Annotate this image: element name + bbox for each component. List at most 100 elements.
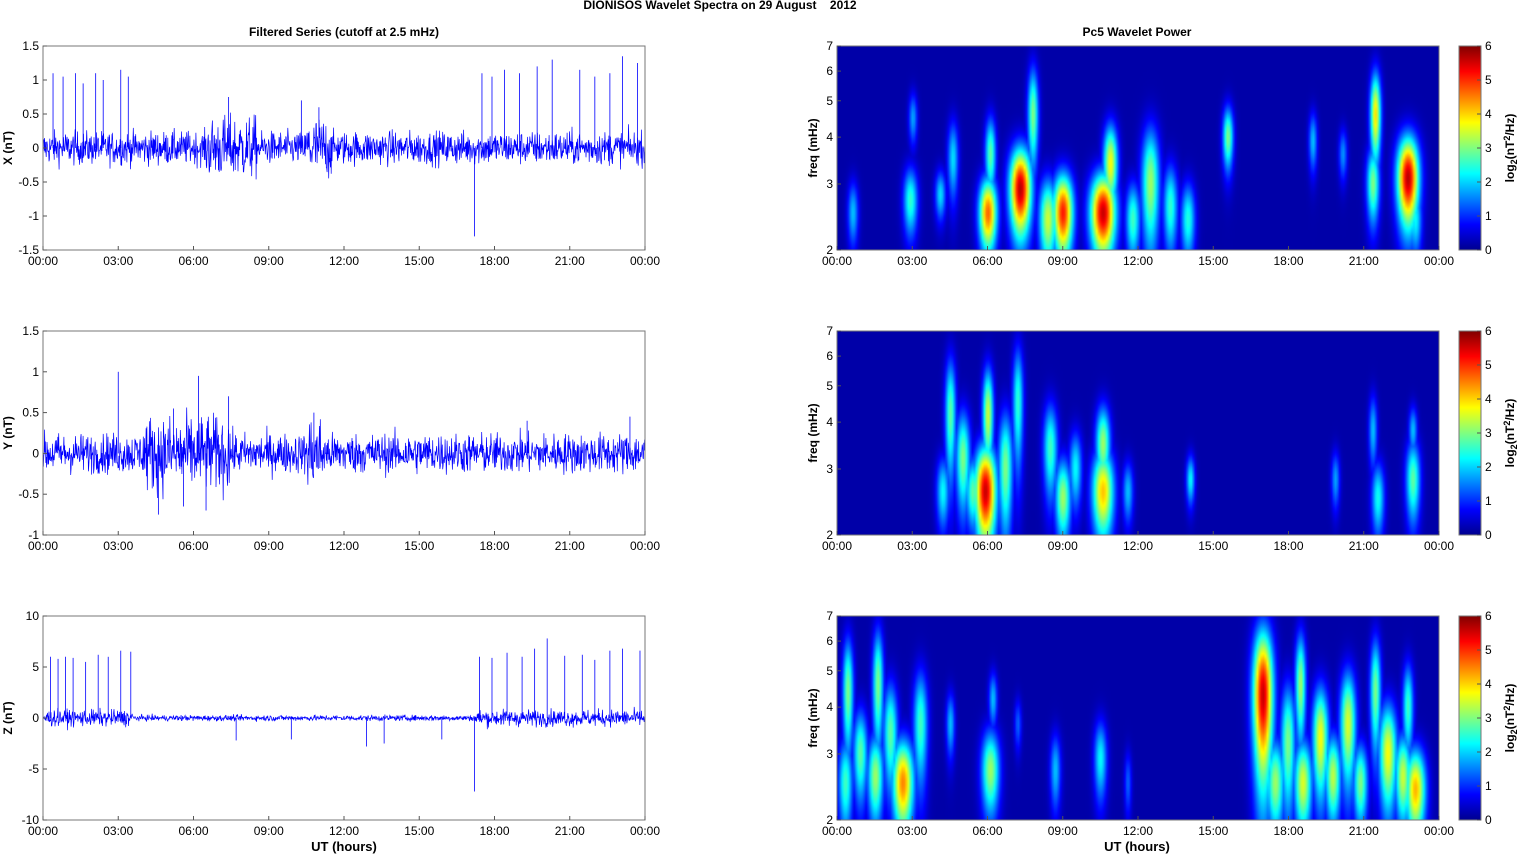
- wavelet-x-colorbar-tick-label: 2: [1485, 175, 1492, 189]
- wavelet-x-xtick-label: 00:00: [1424, 254, 1454, 268]
- wavelet-z-ytick-label: 5: [826, 664, 833, 678]
- wavelet-x-xtick-label: 21:00: [1349, 254, 1379, 268]
- series-y-ytick-label: 1.5: [22, 324, 39, 338]
- series-z-ylabel: Z (nT): [1, 701, 15, 734]
- wavelet-z-colorbar-tick-label: 1: [1485, 779, 1492, 793]
- wavelet-y-xtick-label: 12:00: [1123, 539, 1153, 553]
- wavelet-y-xtick-label: 00:00: [1424, 539, 1454, 553]
- wavelet-z-xtick-label: 06:00: [972, 824, 1002, 838]
- wavelet-y-colorbar-tick-label: 0: [1485, 528, 1492, 542]
- wavelet-y-colorbar-tick-label: 4: [1485, 392, 1492, 406]
- wavelet-z-colorbar-tick-label: 6: [1485, 609, 1492, 623]
- colorbar-label-part: log: [1503, 164, 1517, 182]
- series-z-xtick-label: 12:00: [329, 824, 359, 838]
- wavelet-z-xtick-label: 00:00: [822, 824, 852, 838]
- colorbar-label-part: (nT: [1503, 710, 1517, 729]
- wavelet-x-ytick-label: 4: [826, 130, 833, 144]
- wavelet-z-xtick-label: 15:00: [1198, 824, 1228, 838]
- series-x-ylabel: X (nT): [1, 131, 15, 165]
- wavelet-y-xtick-label: 09:00: [1048, 539, 1078, 553]
- series-y-ytick-label: -1: [28, 528, 39, 542]
- wavelet-z-xtick-label: 18:00: [1273, 824, 1303, 838]
- series-z-xtick-label: 15:00: [404, 824, 434, 838]
- series-y-xtick-label: 09:00: [254, 539, 284, 553]
- series-x-ytick-label: 1.5: [22, 39, 39, 53]
- wavelet-y-colorbar-tick-label: 5: [1485, 358, 1492, 372]
- series-y-ytick-label: 1: [32, 365, 39, 379]
- wavelet-x-xtick-label: 18:00: [1273, 254, 1303, 268]
- colorbar-label-part: (nT: [1503, 140, 1517, 159]
- colorbar-label-part: log: [1503, 449, 1517, 467]
- right-column-title: Pc5 Wavelet Power: [1083, 25, 1192, 39]
- wavelet-x-xtick-label: 09:00: [1048, 254, 1078, 268]
- colorbar-label-part: 2: [1502, 421, 1512, 426]
- wavelet-z-heatmap: [837, 616, 1439, 820]
- colorbar-label-part: (nT: [1503, 425, 1517, 444]
- series-x-ytick-label: -1.5: [18, 243, 39, 257]
- wavelet-x-xtick-label: 15:00: [1198, 254, 1228, 268]
- colorbar-label-part: /Hz): [1503, 684, 1517, 706]
- wavelet-y-ytick-label: 5: [826, 379, 833, 393]
- series-x-xtick-label: 00:00: [28, 254, 58, 268]
- series-x-xtick-label: 15:00: [404, 254, 434, 268]
- series-x-ytick-label: 0.5: [22, 107, 39, 121]
- wavelet-y-xtick-label: 18:00: [1273, 539, 1303, 553]
- series-z-xtick-label: 09:00: [254, 824, 284, 838]
- colorbar-label-part: /Hz): [1503, 114, 1517, 136]
- series-y-trace: [42, 407, 646, 501]
- wavelet-z-ytick-label: 3: [826, 747, 833, 761]
- wavelet-y-xtick-label: 15:00: [1198, 539, 1228, 553]
- wavelet-z-colorbar-tick-label: 5: [1485, 643, 1492, 657]
- series-x-xtick-label: 00:00: [630, 254, 660, 268]
- wavelet-y-xtick-label: 03:00: [897, 539, 927, 553]
- wavelet-z-ytick-label: 2: [826, 813, 833, 827]
- wavelet-x-colorbar-label: log2(nT2/Hz): [1502, 114, 1519, 183]
- colorbar-label-part: 2: [1502, 136, 1512, 141]
- wavelet-y-ytick-label: 7: [826, 324, 833, 338]
- series-y-xtick-label: 21:00: [555, 539, 585, 553]
- series-z-xtick-label: 06:00: [178, 824, 208, 838]
- series-z-ytick-label: 10: [26, 609, 40, 623]
- series-z-ytick-label: -5: [28, 762, 39, 776]
- wavelet-z-colorbar-tick-label: 3: [1485, 711, 1492, 725]
- wavelet-y-ytick-label: 2: [826, 528, 833, 542]
- wavelet-z-xtick-label: 12:00: [1123, 824, 1153, 838]
- series-y-panel: 1.510.50-0.5-100:00 03:00 06:00 09:00 12:00 1…: [1, 324, 660, 553]
- wavelet-y-ylabel: freq (mHz): [806, 403, 820, 462]
- wavelet-z-xtick-label: 00:00: [1424, 824, 1454, 838]
- series-x-xtick-label: 06:00: [178, 254, 208, 268]
- wavelet-z-xtick-label: 03:00: [897, 824, 927, 838]
- series-y-plot-area: [43, 331, 645, 535]
- series-y-xtick-label: 18:00: [479, 539, 509, 553]
- wavelet-z-colorbar-tick-label: 0: [1485, 813, 1492, 827]
- series-y-xtick-label: 12:00: [329, 539, 359, 553]
- series-x-xtick-label: 09:00: [254, 254, 284, 268]
- series-z-xtick-label: 00:00: [630, 824, 660, 838]
- series-y-ytick-label: -0.5: [18, 487, 39, 501]
- wavelet-z-ytick-label: 6: [826, 634, 833, 648]
- wavelet-x-heatmap: [837, 46, 1439, 250]
- series-z-ytick-label: -10: [22, 813, 40, 827]
- series-y-ytick-label: 0: [32, 446, 39, 460]
- panels: 1.510.50-0.5-1-1.500:00 03:00 06:00 09:00 12…: [1, 39, 1519, 854]
- wavelet-x-xtick-label: 00:00: [822, 254, 852, 268]
- series-x-xtick-label: 12:00: [329, 254, 359, 268]
- wavelet-y-ytick-label: 6: [826, 349, 833, 363]
- series-x-panel: 1.510.50-0.5-1-1.500:00 03:00 06:00 09:00 12…: [1, 39, 660, 268]
- wavelet-z-ylabel: freq (mHz): [806, 688, 820, 747]
- wavelet-z-xtick-label: 21:00: [1349, 824, 1379, 838]
- series-z-xtick-label: 18:00: [479, 824, 509, 838]
- wavelet-x-colorbar-tick-label: 0: [1485, 243, 1492, 257]
- wavelet-z-xtick-label: 09:00: [1048, 824, 1078, 838]
- wavelet-y-xtick-label: 06:00: [972, 539, 1002, 553]
- wavelet-z-colorbar-label: log2(nT2/Hz): [1502, 684, 1519, 753]
- series-x-xtick-label: 18:00: [479, 254, 509, 268]
- wavelet-y-colorbar-tick-label: 6: [1485, 324, 1492, 338]
- wavelet-z-ytick-label: 7: [826, 609, 833, 623]
- left-column-title: Filtered Series (cutoff at 2.5 mHz): [249, 25, 439, 39]
- wavelet-x-ytick-label: 3: [826, 177, 833, 191]
- series-z-ytick-label: 0: [32, 711, 39, 725]
- series-y-xtick-label: 15:00: [404, 539, 434, 553]
